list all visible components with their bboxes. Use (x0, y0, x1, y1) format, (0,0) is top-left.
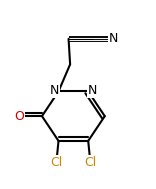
Text: N: N (109, 32, 118, 45)
Text: Cl: Cl (50, 156, 62, 169)
Text: O: O (15, 110, 24, 123)
Text: N: N (88, 84, 97, 97)
Text: Cl: Cl (84, 156, 97, 169)
Text: N: N (49, 84, 59, 97)
